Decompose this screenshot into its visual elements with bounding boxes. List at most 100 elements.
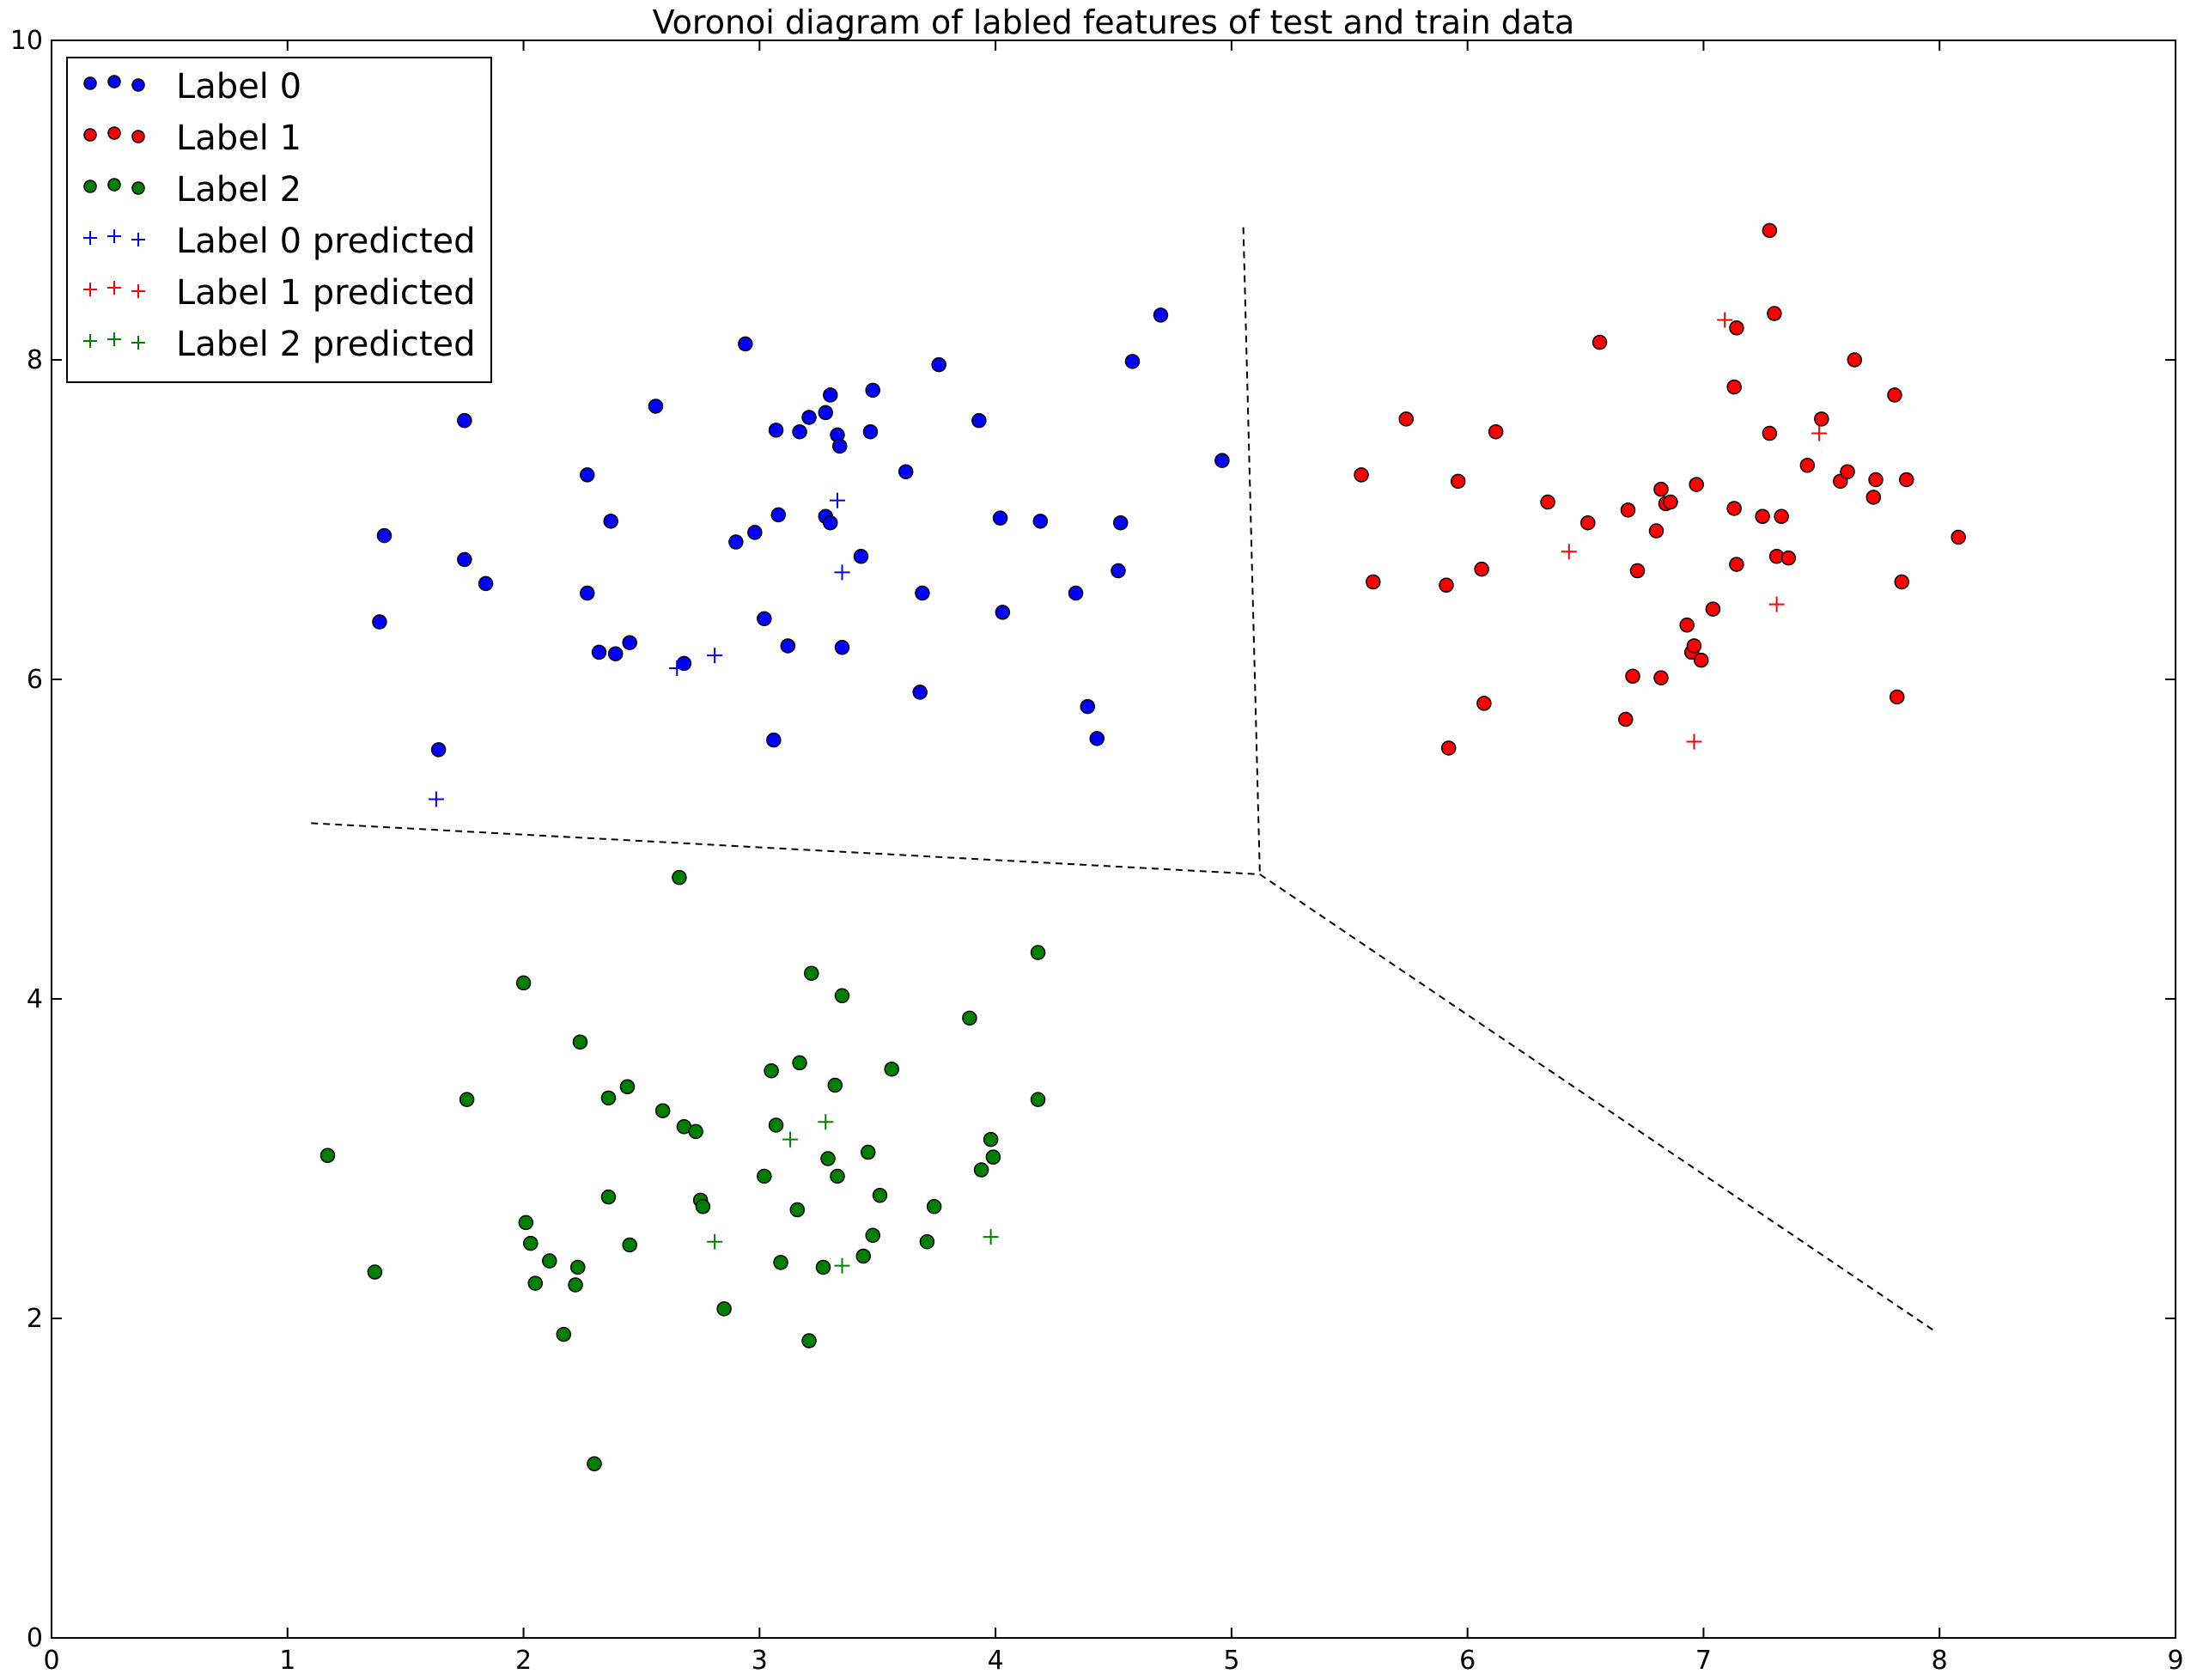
series-2-point — [527, 1275, 544, 1291]
series-4-point — [1811, 425, 1828, 441]
series-0-point — [1089, 731, 1105, 746]
legend-marker — [83, 180, 97, 193]
series-1-point — [1726, 501, 1742, 516]
series-1-point — [1814, 411, 1829, 427]
y-tick-label: 10 — [10, 26, 43, 56]
series-5-point — [818, 1114, 834, 1130]
chart-title: Voronoi diagram of labled features of te… — [653, 3, 1575, 41]
legend-label: Label 0 — [176, 67, 301, 107]
legend-entry: Label 1 predicted — [83, 273, 476, 313]
series-1-point — [1648, 523, 1664, 539]
plot-frame — [51, 40, 2176, 1639]
series-0-point — [862, 423, 879, 440]
series-0-point — [579, 585, 595, 601]
series-2-point — [926, 1199, 942, 1214]
series-4-point — [1686, 733, 1702, 750]
series-2-point — [688, 1123, 703, 1140]
series-0-point — [622, 635, 637, 650]
series-2-point — [1030, 945, 1046, 960]
series-3-point — [428, 791, 444, 807]
series-2-point — [820, 1151, 836, 1166]
series-2-point — [815, 1259, 831, 1275]
series-0-point — [766, 732, 782, 748]
series-0-point — [792, 423, 807, 440]
series-1-point — [1474, 561, 1489, 577]
series-2-point — [654, 1103, 671, 1118]
x-tick-label: 4 — [988, 1646, 1004, 1676]
series-1-point — [1840, 464, 1855, 479]
legend-label: Label 0 predicted — [176, 222, 476, 261]
x-tick-label: 5 — [1223, 1646, 1239, 1676]
data-points-layer — [320, 222, 1966, 1472]
series-3-point — [707, 648, 723, 664]
series-1-point — [1625, 668, 1640, 685]
series-2-point — [1030, 1092, 1046, 1107]
series-2-point — [572, 1034, 588, 1050]
series-2-point — [884, 1062, 899, 1077]
series-0-point — [478, 575, 494, 592]
series-2-point — [865, 1227, 880, 1244]
series-0-point — [853, 549, 869, 564]
series-2-point — [556, 1326, 572, 1342]
series-0-point — [768, 423, 784, 438]
series-1-point — [1951, 529, 1966, 545]
series-1-point — [1899, 472, 1914, 488]
series-2-point — [695, 1199, 711, 1214]
series-1-point — [1729, 320, 1744, 336]
series-2-point — [962, 1010, 977, 1026]
series-2-point — [872, 1188, 888, 1203]
y-tick-label: 6 — [27, 665, 43, 695]
series-0-point — [823, 514, 838, 531]
series-2-point — [860, 1144, 876, 1160]
series-2-point — [619, 1079, 636, 1095]
voronoi-edge — [1242, 227, 1261, 874]
series-1-point — [1398, 411, 1414, 427]
series-1-point — [1729, 557, 1744, 572]
series-2-point — [367, 1264, 383, 1280]
series-5-point — [707, 1233, 723, 1250]
series-0-point — [992, 510, 1008, 526]
legend-marker — [131, 130, 145, 143]
y-tick-label: 2 — [27, 1304, 43, 1334]
series-2-point — [827, 1077, 843, 1093]
legend-label: Label 1 — [176, 119, 301, 158]
series-1-point — [1653, 481, 1669, 497]
series-0-point — [915, 585, 930, 601]
series-1-point — [1620, 502, 1636, 518]
series-0-point — [1068, 585, 1084, 601]
series-2-point — [622, 1237, 637, 1253]
legend-marker — [107, 178, 121, 192]
series-2-point — [570, 1259, 586, 1275]
series-0-point — [1032, 514, 1049, 529]
legend-entry: Label 2 predicted — [83, 325, 476, 364]
series-1-point — [1887, 387, 1902, 403]
series-2-point — [568, 1277, 583, 1293]
series-1-point — [1476, 696, 1492, 711]
x-tick-label: 7 — [1695, 1646, 1712, 1676]
series-0-point — [457, 551, 472, 568]
legend-marker — [131, 284, 145, 298]
series-2-point — [804, 965, 819, 981]
series-0-point — [1111, 563, 1126, 579]
series-1-point — [1868, 472, 1884, 488]
series-0-point — [607, 646, 624, 661]
series-2-point — [764, 1062, 779, 1079]
series-5-point — [834, 1257, 850, 1274]
series-2-point — [792, 1055, 807, 1071]
series-0-point — [912, 685, 928, 700]
series-2-point — [855, 1248, 871, 1264]
series-0-point — [457, 412, 472, 429]
series-1-point — [1780, 550, 1797, 566]
series-1-point — [1580, 514, 1596, 531]
series-2-point — [716, 1301, 732, 1317]
series-0-point — [931, 356, 946, 373]
series-1-point — [1663, 494, 1678, 510]
series-1-point — [1705, 601, 1721, 617]
legend-entry: Label 0 — [83, 67, 301, 107]
legend-label: Label 2 predicted — [176, 325, 476, 364]
series-0-point — [1124, 354, 1141, 369]
series-1-point — [1767, 306, 1782, 321]
legend-entry: Label 1 — [83, 119, 301, 158]
legend-marker — [131, 336, 145, 350]
series-0-point — [648, 399, 664, 414]
